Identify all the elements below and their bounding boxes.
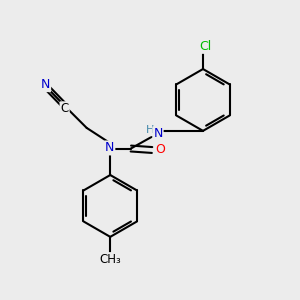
- Text: N: N: [153, 127, 163, 140]
- Text: C: C: [61, 102, 69, 115]
- Text: O: O: [155, 143, 165, 157]
- Text: CH₃: CH₃: [99, 253, 121, 266]
- Text: N: N: [41, 78, 50, 91]
- Text: H: H: [146, 125, 154, 135]
- Text: Cl: Cl: [199, 40, 212, 53]
- Text: N: N: [105, 141, 114, 154]
